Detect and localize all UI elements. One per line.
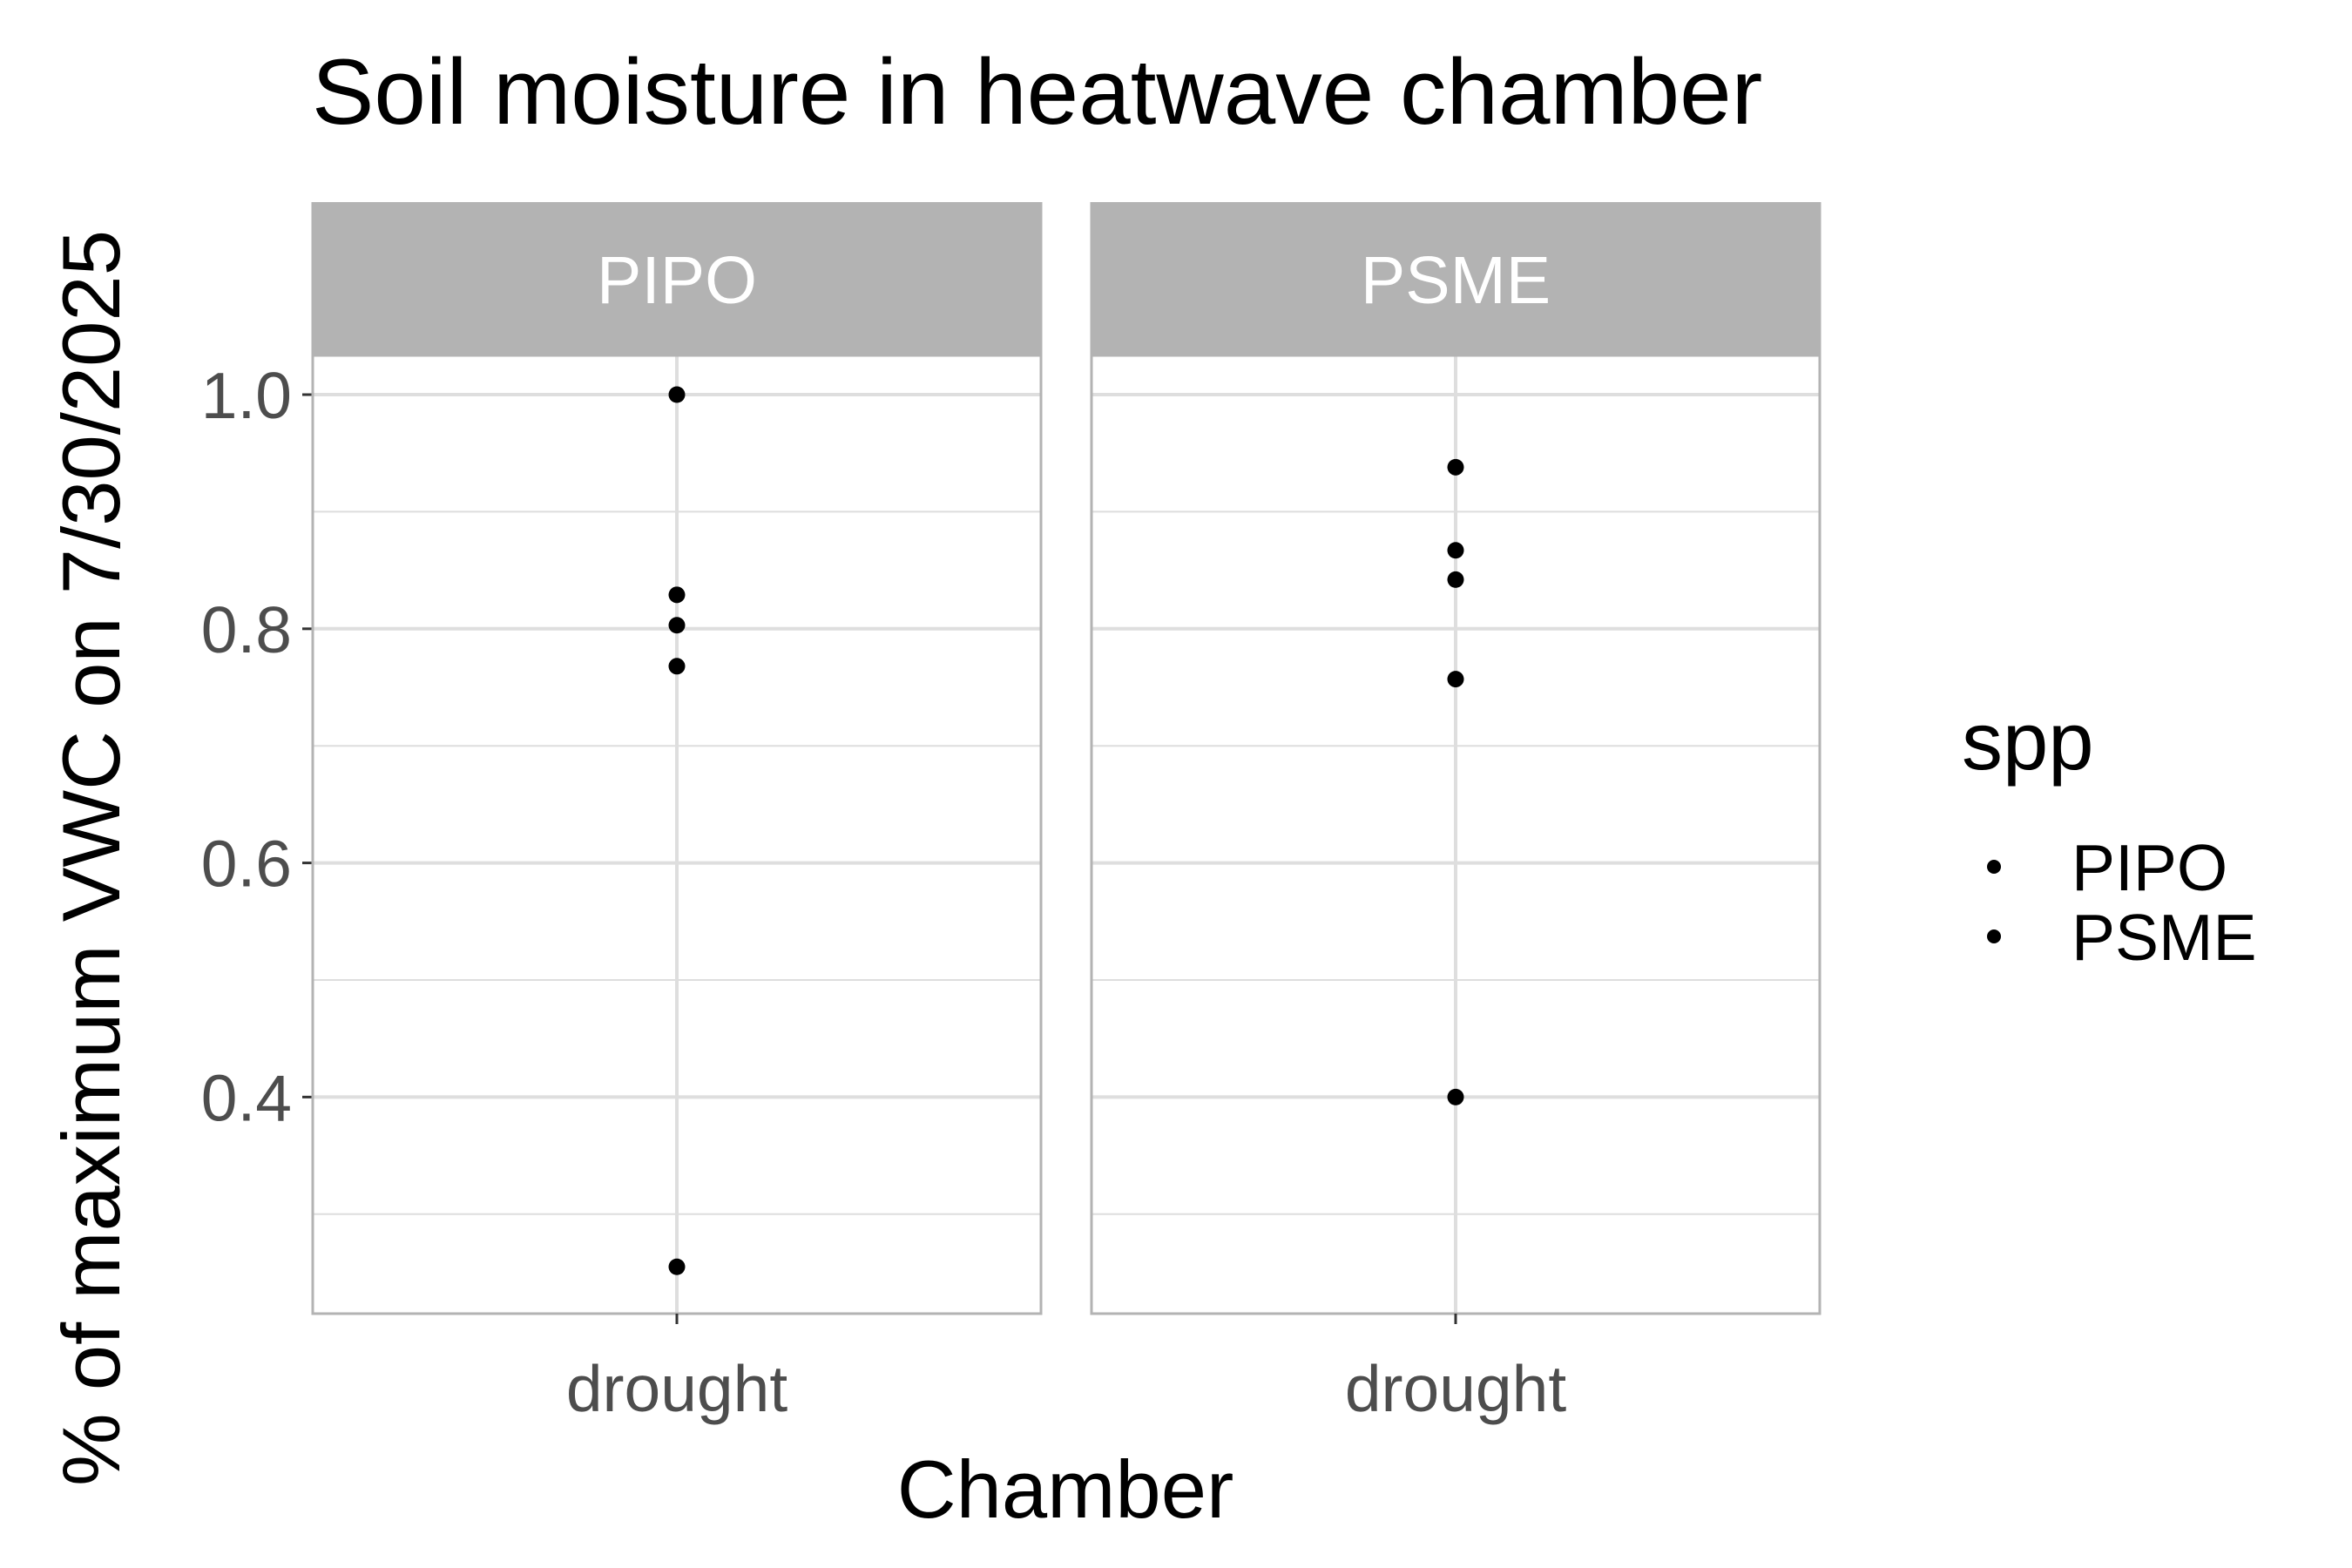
x-tick-label: drought	[566, 1352, 788, 1425]
facet-panel-pipo: PIPO drought	[311, 202, 1043, 1425]
legend-title: spp	[1962, 695, 2094, 787]
y-tick-label: 0.8	[201, 593, 292, 666]
y-axis: 0.4 0.6 0.8 1.0	[201, 359, 313, 1134]
data-point	[668, 586, 686, 604]
legend-label: PIPO	[2072, 831, 2227, 904]
facet-strip	[1090, 202, 1821, 355]
data-point	[1447, 1088, 1464, 1105]
y-tick-label: 0.6	[201, 828, 292, 901]
data-point	[668, 658, 686, 675]
legend-label: PSME	[2072, 901, 2257, 974]
data-point	[1447, 671, 1464, 688]
facet-strip-label: PSME	[1361, 243, 1551, 318]
facet-panel-psme: PSME drought	[1090, 202, 1821, 1425]
y-tick-label: 1.0	[201, 359, 292, 432]
data-point	[668, 1258, 686, 1275]
y-tick-label: 0.4	[201, 1061, 292, 1134]
data-point	[668, 386, 686, 403]
x-axis-title: Chamber	[897, 1443, 1234, 1535]
facet-strip	[311, 202, 1043, 355]
facet-strip-label: PIPO	[597, 243, 757, 318]
x-tick-label: drought	[1345, 1352, 1567, 1425]
facet-panels: PIPO drought PSME drought	[311, 202, 1821, 1425]
data-point	[1447, 571, 1464, 588]
legend-key	[1987, 860, 2001, 874]
data-point	[1447, 458, 1464, 476]
data-point	[1447, 542, 1464, 559]
legend-key	[1987, 929, 2001, 943]
y-axis-title: % of maximum VWC on 7/30/2025	[45, 230, 137, 1486]
chart-title: Soil moisture in heatwave chamber	[312, 39, 1762, 144]
data-point	[668, 617, 686, 634]
